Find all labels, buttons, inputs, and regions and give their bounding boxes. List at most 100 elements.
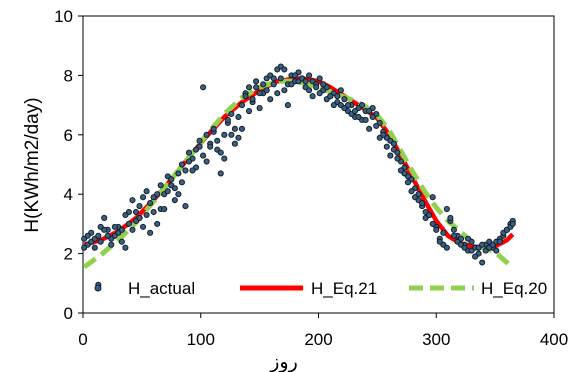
data-point [192,146,200,153]
data-point [433,226,440,233]
data-point [221,131,228,138]
data-point [178,161,185,168]
y-tick-label: 0 [64,304,73,323]
data-point [178,179,185,186]
data-point [97,238,104,245]
data-point [221,155,228,162]
y-tick-label: 8 [64,66,73,85]
data-point [175,191,182,198]
data-point [373,122,380,129]
data-point [464,235,472,242]
y-tick-label: 2 [64,245,73,264]
data-point [267,96,274,103]
data-point [260,81,267,88]
legend-label-eq20: H_Eq.20 [481,279,547,298]
data-point [214,137,221,144]
data-point [461,244,468,251]
x-tick-label: 400 [540,330,568,349]
data-point [118,238,125,245]
y-axis-ticks: 0 2 4 6 8 10 [54,7,83,323]
y-tick-label: 6 [64,126,73,145]
data-point [447,214,454,222]
data-point [479,259,486,266]
data-point [401,170,408,177]
data-point [235,113,242,121]
data-point [200,84,207,91]
data-point [238,102,246,109]
data-point [154,220,161,227]
data-point [129,226,136,233]
plot-frame [82,15,555,314]
data-point [217,149,224,156]
data-point [249,96,256,103]
data-point [143,211,150,219]
data-point [270,81,277,88]
data-point [281,87,288,94]
data-point [150,208,157,216]
data-point [472,253,479,260]
data-point [256,105,263,112]
data-point [429,194,436,201]
data-point [245,84,253,91]
data-point [81,244,88,251]
data-point [203,131,210,138]
data-point [496,238,503,245]
data-point [207,143,214,150]
data-point [306,72,313,79]
data-point [108,241,115,248]
x-tick-label: 300 [422,330,450,349]
data-point [274,90,281,97]
data-point [91,244,98,251]
data-point [429,220,436,227]
data-point [366,107,373,115]
y-tick-label: 4 [64,185,73,204]
data-point [136,203,143,210]
data-point [161,205,168,213]
data-point [245,107,253,115]
legend-label-actual: H_actual [128,279,195,298]
data-point [450,232,457,239]
x-tick-label: 0 [78,330,87,349]
x-axis-label: روز [269,352,298,372]
data-point [101,214,108,222]
legend-label-eq21: H_Eq.21 [311,279,377,298]
data-point [224,116,231,123]
data-point [291,72,299,79]
data-point [288,81,295,88]
data-point [309,93,316,100]
data-point [387,152,394,159]
data-point [341,96,348,103]
y-tick-label: 10 [54,7,73,26]
data-point [334,93,341,100]
data-point [140,223,147,230]
data-point [344,102,351,109]
data-point [238,125,246,132]
scatter-points [81,63,516,288]
data-point [185,158,193,165]
data-point [380,131,387,138]
data-point [394,149,401,156]
data-point [270,75,277,82]
series-line-eq20 [82,78,515,271]
data-point [327,93,334,100]
data-point [228,110,235,118]
data-point [330,102,337,109]
data-point [235,134,242,141]
data-point [313,84,320,91]
data-point [369,113,376,121]
data-point [337,87,344,94]
data-point [182,167,189,174]
series-lines [82,76,515,271]
data-point [316,90,323,97]
data-point [122,244,129,251]
data-point [263,87,270,94]
data-point [450,226,457,233]
data-point [196,137,203,144]
data-point [394,155,401,162]
data-point [129,197,136,204]
data-point [157,182,164,189]
data-point [256,90,263,97]
data-point [231,140,238,147]
x-axis-ticks: 0 100 200 300 400 [78,313,568,349]
data-point [302,78,309,85]
